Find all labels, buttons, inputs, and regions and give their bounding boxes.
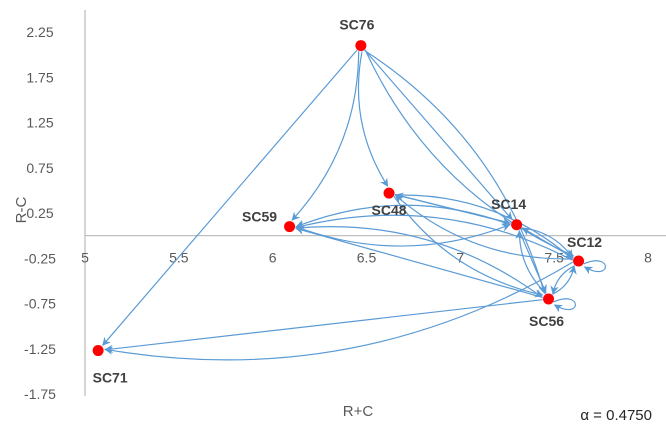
x-tick-label: 5 xyxy=(81,250,89,266)
data-point xyxy=(92,345,104,357)
y-tick-label: 0.25 xyxy=(26,205,53,221)
data-point xyxy=(511,219,523,231)
edge-arrow xyxy=(102,49,358,346)
y-tick-label: -1.25 xyxy=(24,341,56,357)
y-tick-label: 1.25 xyxy=(26,115,53,131)
edge-arrow xyxy=(291,51,360,221)
edge-arrow xyxy=(393,196,544,298)
edge-arrow xyxy=(104,299,543,354)
edge-arrow xyxy=(295,226,543,298)
point-labels: SC76 SC48 SC59 SC14 SC12 SC56 SC71 xyxy=(93,17,603,386)
data-point xyxy=(543,293,555,305)
edge-arrow xyxy=(295,223,511,247)
edge-arrow xyxy=(357,51,389,187)
data-point xyxy=(573,255,585,267)
x-tick-label: 6 xyxy=(269,250,277,266)
edge-arrow xyxy=(394,194,573,260)
edges xyxy=(102,49,607,361)
x-axis-title: R+C xyxy=(343,403,374,420)
data-point xyxy=(355,40,367,52)
data-point xyxy=(383,187,395,199)
alpha-annotation: α = 0.4750 xyxy=(580,407,652,424)
self-loop-arrow xyxy=(553,298,577,313)
x-tick-label: 7.5 xyxy=(544,250,564,266)
edge-arrow xyxy=(104,261,574,361)
x-tick-label: 7 xyxy=(456,250,464,266)
points xyxy=(92,40,585,357)
edge-arrow xyxy=(364,49,513,221)
point-label: SC48 xyxy=(372,202,407,218)
edge-arrow xyxy=(295,226,543,298)
data-point xyxy=(284,221,296,233)
y-tick-label: 0.75 xyxy=(26,160,53,176)
edge-arrow xyxy=(295,214,573,261)
y-tick-label: 1.75 xyxy=(26,69,53,85)
y-axis-title: R-C xyxy=(13,197,30,224)
y-tick-label: 2.25 xyxy=(26,24,53,40)
y-tick-label: -0.75 xyxy=(24,296,56,312)
point-label: SC14 xyxy=(491,196,526,212)
self-loop-arrow xyxy=(583,260,607,275)
edge-arrow xyxy=(364,49,575,257)
edge-arrow xyxy=(515,230,547,294)
axes: 2.25 1.75 1.25 0.75 0.25 -0.25 -0.75 -1.25 -1.75… xyxy=(24,10,666,402)
edge-arrow xyxy=(364,49,547,295)
point-label: SC59 xyxy=(242,209,277,225)
point-label: SC56 xyxy=(529,313,564,329)
edge-arrow xyxy=(394,194,573,260)
y-tick-label: -0.25 xyxy=(24,250,56,266)
point-label: SC12 xyxy=(567,234,602,250)
edge-arrow xyxy=(295,204,511,228)
y-tick-label: -1.75 xyxy=(24,386,56,402)
x-tick-label: 8 xyxy=(644,250,652,266)
x-tick-label: 6.5 xyxy=(357,250,377,266)
edge-arrow xyxy=(521,227,574,259)
point-label: SC71 xyxy=(93,370,128,386)
point-label: SC76 xyxy=(339,17,374,33)
edge-arrow xyxy=(552,265,577,295)
edge-arrow xyxy=(550,265,576,295)
